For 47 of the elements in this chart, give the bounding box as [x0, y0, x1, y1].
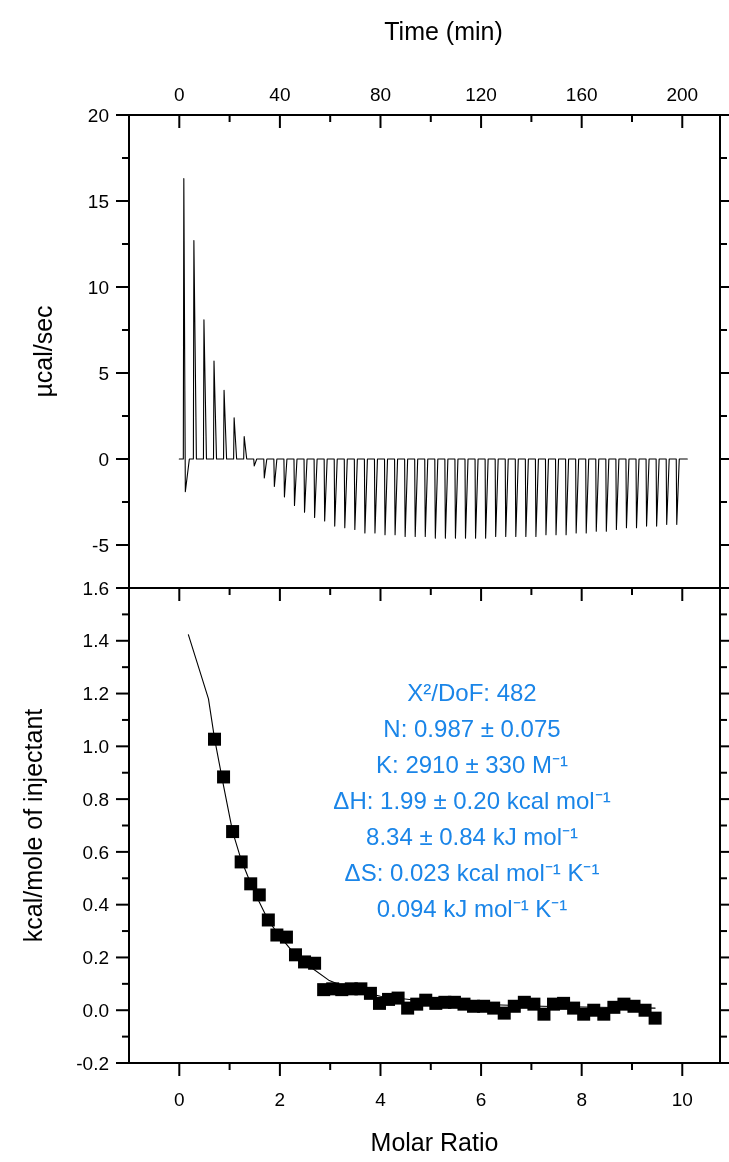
y-tick-label: 0.6 — [82, 841, 109, 863]
x-tick-label: 4 — [375, 1089, 387, 1110]
x-tick-label: 2 — [274, 1089, 286, 1110]
point — [308, 956, 322, 970]
x-tick-label: 0 — [174, 1089, 185, 1110]
annotation: ΔH: 1.99 ± 0.20 kcal mol⁻¹ — [333, 787, 611, 814]
y-tick-label: 0.8 — [82, 788, 109, 810]
y-tick-label: 5 — [98, 362, 109, 384]
y-tick-label: 10 — [87, 276, 109, 298]
point — [648, 1011, 662, 1025]
y-tick-label: 15 — [87, 190, 109, 212]
point — [537, 1007, 551, 1021]
y-tick-label: 1.6 — [82, 577, 109, 599]
y-tick-label: -0.2 — [76, 1052, 109, 1074]
y-tick-label: 20 — [87, 104, 109, 126]
y-tick-label: 0.4 — [82, 894, 110, 916]
x-tick-label: 200 — [666, 84, 699, 105]
y-tick-label: 0.2 — [82, 947, 109, 969]
point — [217, 770, 231, 784]
x-tick-label: 160 — [565, 84, 598, 105]
y-tick-label: 0 — [98, 448, 109, 470]
x-axis-title: Time (min) — [384, 17, 503, 45]
x-tick-label: 40 — [269, 84, 291, 105]
y-tick-label: 1.4 — [82, 630, 110, 652]
x-tick-label: 8 — [576, 1089, 587, 1110]
y-tick-label: -5 — [92, 534, 109, 556]
annotation: K: 2910 ± 330 M⁻¹ — [376, 751, 568, 778]
point — [226, 825, 240, 839]
x-axis-title: Molar Ratio — [370, 1128, 499, 1156]
y-tick-label: 1.0 — [82, 735, 109, 757]
x-tick-label: 6 — [475, 1089, 487, 1110]
annotation: ΔS: 0.023 kcal mol⁻¹ K⁻¹ — [344, 859, 600, 886]
point — [279, 930, 293, 944]
y-tick-label: 0.0 — [82, 999, 109, 1021]
x-tick-label: 10 — [671, 1089, 693, 1110]
y-axis-title: kcal/mole of injectant — [19, 708, 47, 943]
annotation: X²/DoF: 482 — [407, 679, 537, 706]
y-axis-title: µcal/sec — [29, 305, 57, 398]
annotation: 8.34 ± 0.84 kJ mol⁻¹ — [366, 823, 578, 850]
point — [252, 888, 266, 902]
annotation: N: 0.987 ± 0.075 — [383, 715, 561, 742]
line-series — [178, 178, 688, 539]
x-tick-label: 0 — [174, 84, 185, 105]
annotation: 0.094 kJ mol⁻¹ K⁻¹ — [376, 895, 568, 922]
y-tick-label: 1.2 — [82, 683, 109, 705]
x-tick-label: 120 — [465, 84, 497, 105]
x-tick-label: 80 — [369, 84, 392, 105]
